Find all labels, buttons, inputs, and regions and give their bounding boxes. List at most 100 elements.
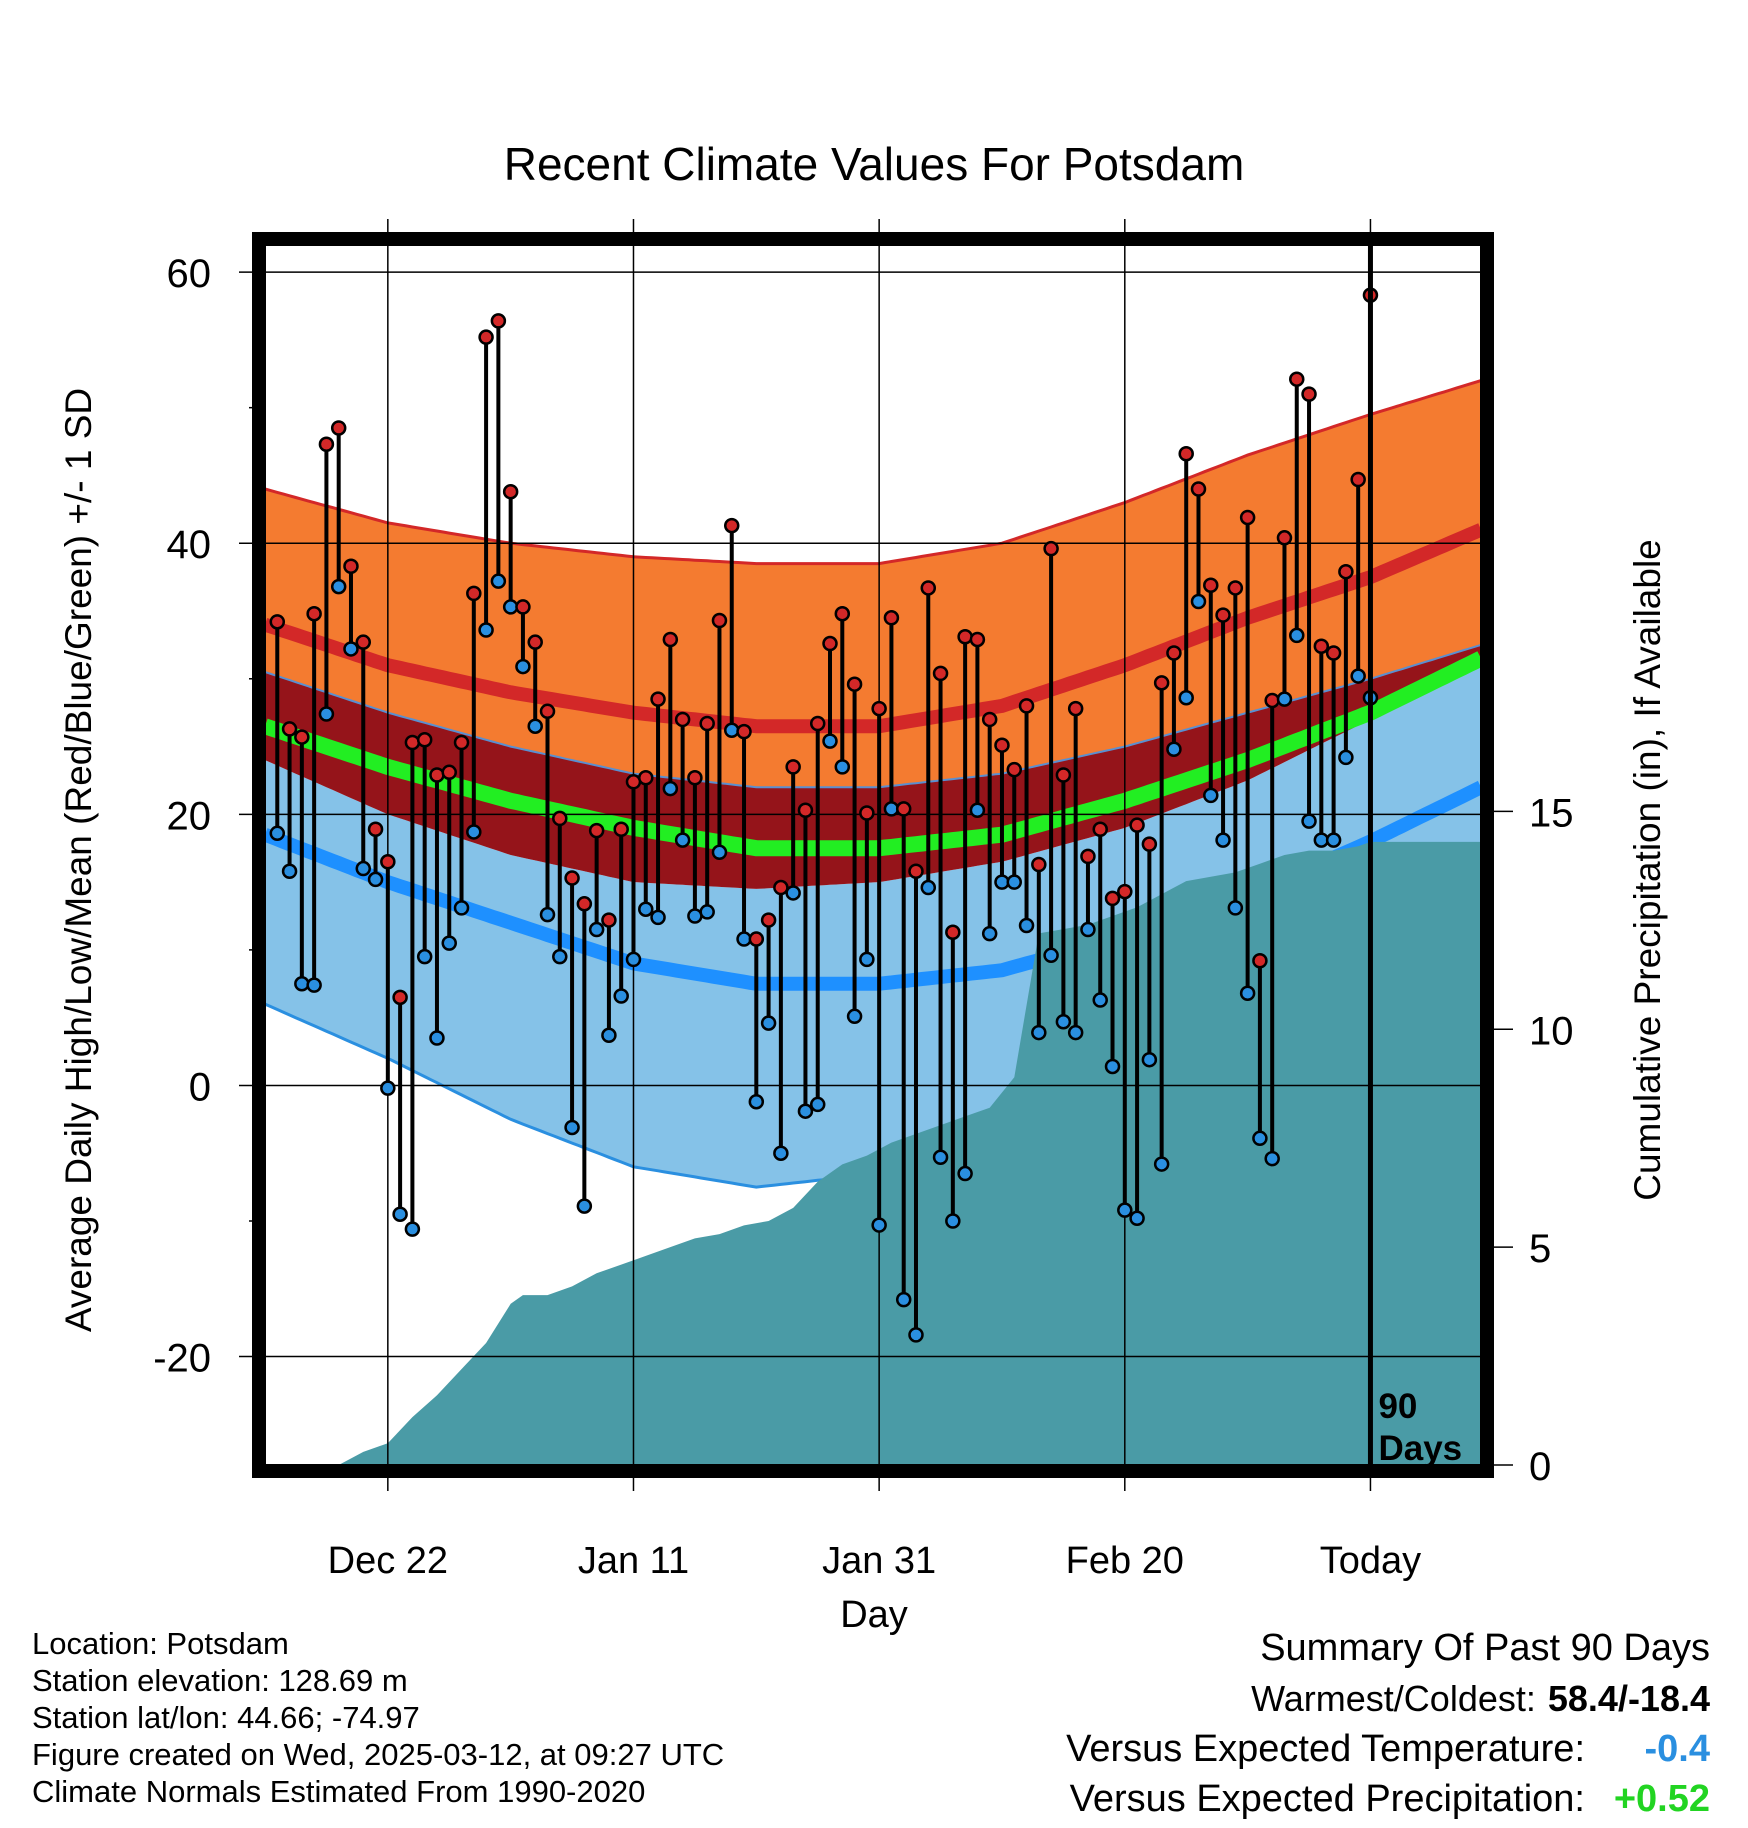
normals-text: Climate Normals Estimated From 1990-2020 xyxy=(32,1774,646,1809)
y2-tick-label: 0 xyxy=(1529,1445,1551,1489)
station-info: Location: Potsdam Station elevation: 128… xyxy=(32,1625,724,1810)
low-temp-point xyxy=(404,1221,421,1237)
high-temp-point xyxy=(895,801,912,817)
low-temp-point xyxy=(306,977,322,993)
high-temp-point xyxy=(1141,836,1158,852)
low-temp-point xyxy=(809,1096,826,1113)
high-temp-point xyxy=(416,732,433,748)
low-temp-point xyxy=(1301,813,1317,829)
precip-vs-expected-label: Versus Expected Precipitation: xyxy=(1069,1778,1585,1820)
high-temp-point xyxy=(515,599,531,615)
high-temp-point xyxy=(871,700,887,717)
low-temp-point xyxy=(674,832,691,848)
high-temp-point xyxy=(1313,638,1330,654)
high-temp-point xyxy=(797,802,814,819)
high-temp-point xyxy=(613,821,629,837)
high-temp-point xyxy=(318,436,335,453)
high-upper-line xyxy=(265,379,1481,566)
low-temp-point xyxy=(527,718,543,734)
high-temp-point xyxy=(945,924,961,941)
low-temp-point xyxy=(1276,691,1293,707)
low-temp-point xyxy=(969,802,986,819)
y2-axis-label: Cumulative Precipitation (in), If Availa… xyxy=(1627,539,1668,1201)
high-temp-point xyxy=(466,585,482,602)
low-temp-point xyxy=(981,925,998,942)
high-temp-point xyxy=(908,863,924,880)
low-temp-point xyxy=(601,1027,617,1044)
low-temp-point xyxy=(1203,787,1219,804)
low-temp-point xyxy=(834,759,851,775)
low-temp-point xyxy=(650,909,666,926)
low-temp-point xyxy=(785,885,801,901)
low-temp-point xyxy=(859,951,875,968)
low-temp-point xyxy=(773,1145,789,1161)
high-temp-point xyxy=(1067,700,1084,717)
high-temp-point xyxy=(773,879,789,896)
y2-tick-label: 10 xyxy=(1529,1009,1574,1053)
low-temp-point xyxy=(318,706,335,722)
low-temp-point xyxy=(920,879,937,896)
high-temp-point xyxy=(1178,446,1194,462)
low-temp-point xyxy=(1350,668,1366,684)
today-days-label-2: Days xyxy=(1378,1429,1462,1468)
precip-vs-expected-value: +0.52 xyxy=(1613,1778,1710,1820)
elevation-text: Station elevation: 128.69 m xyxy=(32,1663,408,1698)
low-temp-point xyxy=(846,1008,863,1025)
high-temp-point xyxy=(1338,563,1354,580)
low-temp-point xyxy=(429,1030,445,1046)
high-temp-point xyxy=(748,931,765,947)
high-temp-point xyxy=(650,691,666,707)
low-temp-point xyxy=(723,722,740,739)
high-temp-point xyxy=(502,483,519,500)
high-temp-point xyxy=(994,737,1010,753)
high-temp-point xyxy=(380,854,396,870)
high-temp-point xyxy=(1153,675,1170,691)
y2-tick-label: 5 xyxy=(1529,1227,1551,1271)
warm-cold-label: Warmest/Coldest: xyxy=(1251,1678,1536,1719)
low-temp-point xyxy=(1338,749,1354,766)
low-temp-point xyxy=(269,825,286,842)
high-temp-point xyxy=(343,558,359,575)
low-temp-point xyxy=(1227,900,1244,916)
high-temp-point xyxy=(1055,767,1072,783)
low-temp-point xyxy=(380,1080,396,1096)
low-temp-point xyxy=(490,573,507,589)
low-temp-point xyxy=(957,1165,973,1182)
location-text: Location: Potsdam xyxy=(32,1626,289,1661)
low-temp-point xyxy=(1080,921,1096,938)
x-tick-label: Jan 11 xyxy=(578,1540,689,1582)
low-temp-point xyxy=(1006,874,1023,890)
x-tick-label: Jan 31 xyxy=(822,1540,936,1582)
high-temp-point xyxy=(367,821,384,837)
low-temp-point xyxy=(1215,832,1231,848)
high-temp-point xyxy=(969,631,986,648)
low-temp-point xyxy=(1325,832,1342,848)
temp-vs-expected-label: Versus Expected Temperature: xyxy=(1066,1728,1585,1770)
high-temp-point xyxy=(1276,530,1293,546)
y-axis-label: Average Daily High/Low/Mean (Red/Blue/Gr… xyxy=(58,388,99,1332)
low-temp-point xyxy=(343,641,359,657)
low-temp-point xyxy=(1289,627,1305,644)
high-temp-point xyxy=(711,612,728,629)
low-temp-point xyxy=(797,1103,814,1119)
high-temp-point xyxy=(723,517,740,534)
plot-content xyxy=(265,245,1481,1465)
low-temp-point xyxy=(588,921,605,938)
high-temp-point xyxy=(564,870,580,886)
high-temp-point xyxy=(687,769,703,786)
low-temp-point xyxy=(1190,593,1207,610)
high-temp-point xyxy=(1080,848,1096,865)
low-temp-point xyxy=(367,871,384,888)
high-temp-point xyxy=(527,634,543,650)
high-temp-point xyxy=(1264,692,1280,709)
high-temp-point xyxy=(674,711,691,728)
low-temp-point xyxy=(1043,947,1059,964)
temp-vs-expected-value: -0.4 xyxy=(1644,1728,1710,1770)
low-temp-point xyxy=(1264,1150,1280,1167)
high-temp-point xyxy=(1289,371,1305,387)
low-temp-point xyxy=(895,1291,912,1308)
high-temp-point xyxy=(1215,607,1231,623)
high-temp-point xyxy=(1166,645,1182,661)
low-temp-point xyxy=(748,1093,765,1110)
